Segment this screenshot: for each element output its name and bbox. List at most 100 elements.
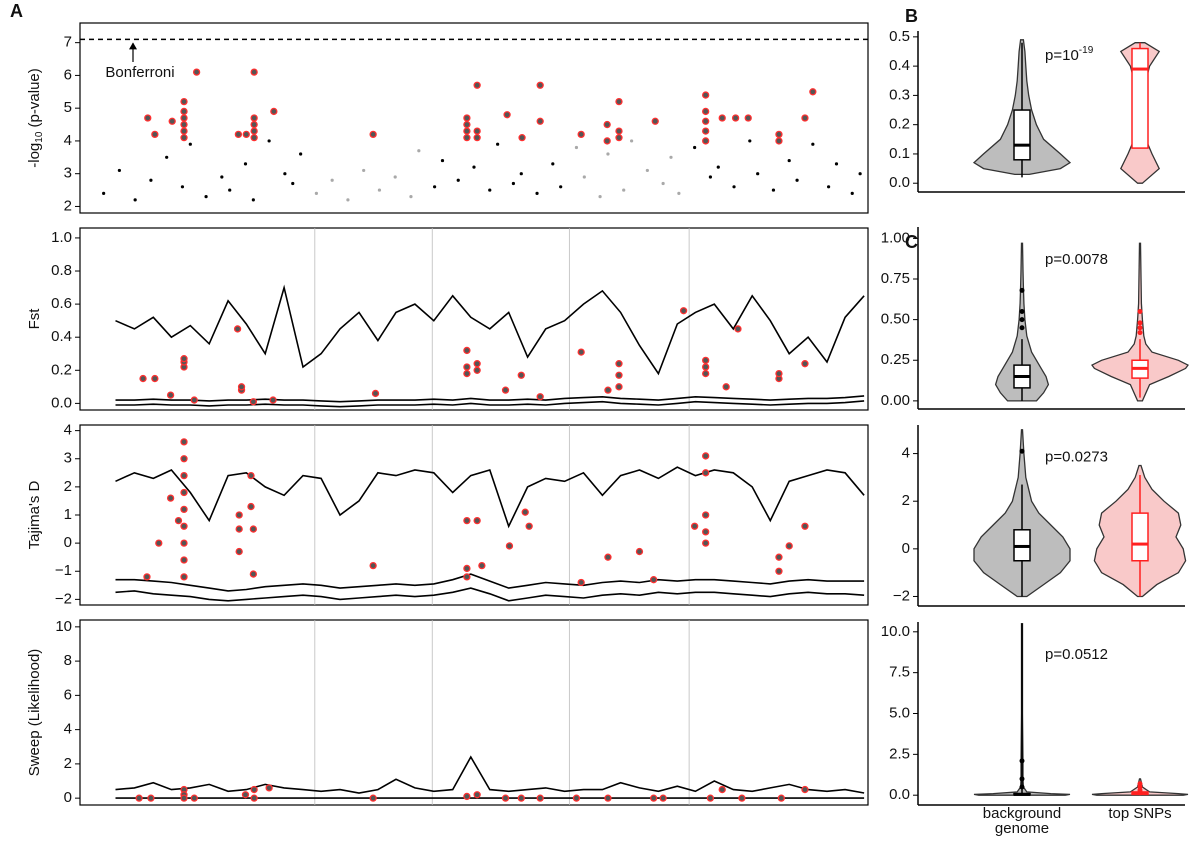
y-tick-label: 0.2: [889, 116, 910, 133]
y-tick-label: 0: [64, 534, 72, 551]
top-snp: [180, 134, 188, 142]
snp: [598, 195, 602, 199]
top-snp: [235, 525, 243, 533]
y-tick-label: −2: [893, 587, 910, 604]
y-tick-label: 2: [64, 197, 72, 214]
top-snp: [615, 360, 623, 368]
p-value: p=10-19: [1045, 45, 1094, 64]
outlier: [1019, 784, 1025, 790]
outlier: [1019, 448, 1025, 454]
snp: [748, 139, 752, 143]
top-snp: [536, 81, 544, 89]
outlier: [1019, 287, 1025, 293]
top-snp: [180, 107, 188, 116]
top-snp: [270, 107, 278, 116]
snp: [346, 198, 350, 202]
top-snp: [615, 127, 623, 135]
snp: [622, 188, 626, 192]
snp: [228, 188, 232, 192]
top-snp: [180, 120, 188, 129]
top-snp: [503, 111, 511, 119]
top-snp: [190, 396, 198, 404]
top-snp: [180, 488, 188, 497]
snp: [362, 168, 366, 173]
top-snp: [371, 389, 380, 398]
p-value-text: p=0.0078: [1045, 251, 1108, 268]
top-snp: [180, 794, 188, 802]
top-snp: [180, 127, 188, 135]
y-tick-label: 4: [64, 132, 72, 149]
y-tick-label: 0.25: [881, 351, 910, 368]
y-tick-label: −2: [55, 590, 72, 607]
top-snp: [473, 360, 481, 368]
snp: [117, 168, 121, 173]
series-line: [115, 587, 865, 602]
top-snp: [744, 114, 752, 122]
y-tick-label: 0: [902, 540, 910, 557]
top-snp: [518, 134, 526, 142]
top-snp: [501, 794, 510, 802]
snp: [606, 152, 610, 156]
top-snp: [718, 114, 726, 122]
top-snp: [180, 539, 188, 547]
top-snp: [702, 539, 710, 547]
snp: [267, 139, 271, 143]
plot-frame: [79, 619, 869, 806]
top-snp: [536, 794, 544, 802]
y-tick-label: 0.6: [51, 295, 72, 312]
top-snp: [250, 68, 258, 76]
top-snp: [501, 386, 510, 394]
snp: [645, 168, 649, 173]
snp: [787, 158, 791, 163]
y-tick-label: 0.5: [889, 28, 910, 45]
plot-frame: [79, 424, 869, 606]
y-tick-label: 7.5: [889, 664, 910, 681]
snp: [393, 175, 397, 179]
outlier: [1137, 781, 1143, 787]
outlier: [1019, 317, 1025, 323]
top-snp: [250, 114, 258, 122]
top-snp: [572, 794, 581, 802]
top-snp: [180, 355, 188, 363]
snp: [511, 181, 515, 186]
top-snp: [369, 561, 377, 570]
y-tick-label: 0.50: [881, 311, 910, 328]
p-value-text: p=0.0273: [1045, 449, 1108, 466]
panel-label: C: [905, 232, 918, 252]
y-tick-label: 0.0: [889, 786, 910, 803]
p-value: p=0.0273: [1045, 449, 1108, 466]
top-snp: [463, 516, 471, 525]
top-snp: [247, 471, 255, 480]
top-snp: [180, 505, 188, 514]
top-snp: [577, 130, 585, 139]
box: [1131, 47, 1149, 149]
top-snp: [635, 547, 644, 556]
top-snp: [536, 117, 544, 125]
y-tick-label: 0.0: [51, 394, 72, 411]
top-snp: [463, 346, 471, 355]
box: [1013, 109, 1031, 161]
snp: [102, 191, 106, 195]
top-snp: [722, 383, 730, 391]
top-snp: [463, 369, 471, 378]
panel-label: B: [905, 6, 918, 26]
snp: [551, 162, 555, 166]
top-snp: [775, 130, 783, 139]
top-snp: [702, 91, 710, 99]
y-tick-label: 0.4: [889, 57, 910, 74]
top-snp: [473, 81, 481, 89]
top-snp: [265, 784, 273, 792]
top-snp: [269, 396, 277, 404]
box: [1131, 512, 1149, 562]
top-snp: [702, 511, 710, 519]
top-snp: [775, 137, 783, 145]
top-snp: [473, 134, 481, 142]
category-label: background genome: [982, 805, 1062, 837]
snp: [716, 165, 720, 169]
outlier: [1137, 309, 1143, 314]
top-snp: [702, 127, 710, 135]
top-snp: [473, 791, 481, 799]
y-tick-label: 0.0: [889, 174, 910, 191]
series-line: [115, 466, 865, 529]
top-snp: [235, 547, 243, 556]
